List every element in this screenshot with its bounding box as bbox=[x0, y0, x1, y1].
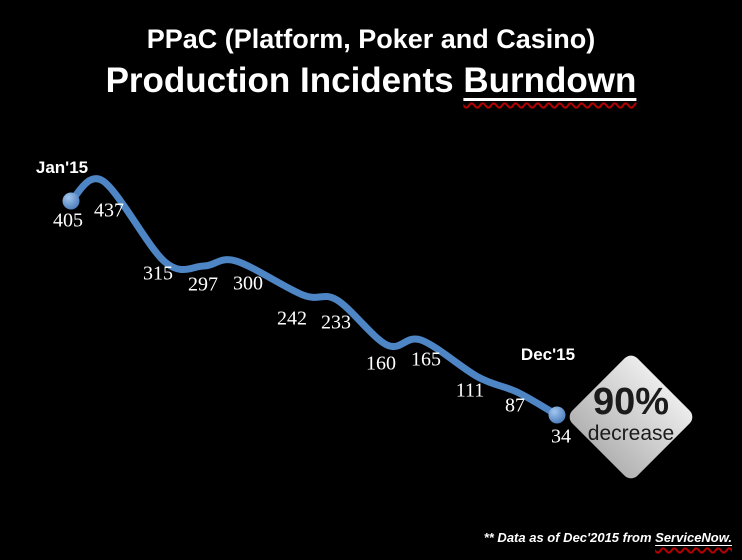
start-data-point bbox=[62, 192, 80, 210]
end-data-point bbox=[548, 406, 566, 424]
badge-decrease-text: decrease bbox=[588, 422, 674, 445]
footer-servicenow-squiggle: ServiceNow. bbox=[655, 530, 732, 545]
title-block: PPaC (Platform, Poker and Casino) Produc… bbox=[0, 24, 742, 101]
slide-title-line2: Production Incidents Burndown bbox=[0, 61, 742, 101]
slide-title-line1: PPaC (Platform, Poker and Casino) bbox=[146, 24, 596, 54]
title-line2-underlined-word: Burndown bbox=[463, 61, 637, 100]
footer-prefix: ** Data as of Dec'2015 from bbox=[483, 530, 656, 545]
footer-note: ** Data as of Dec'2015 from ServiceNow. bbox=[484, 530, 732, 545]
title-burndown-squiggle: Burndown bbox=[463, 61, 636, 100]
trend-line bbox=[67, 175, 561, 419]
decrease-badge: 90% decrease bbox=[569, 355, 693, 479]
badge-percent-text: 90% bbox=[593, 381, 669, 423]
diamond-shape bbox=[569, 355, 693, 479]
footer-underlined-word: ServiceNow. bbox=[655, 530, 732, 545]
title-line2-prefix: Production Incidents bbox=[105, 61, 464, 100]
